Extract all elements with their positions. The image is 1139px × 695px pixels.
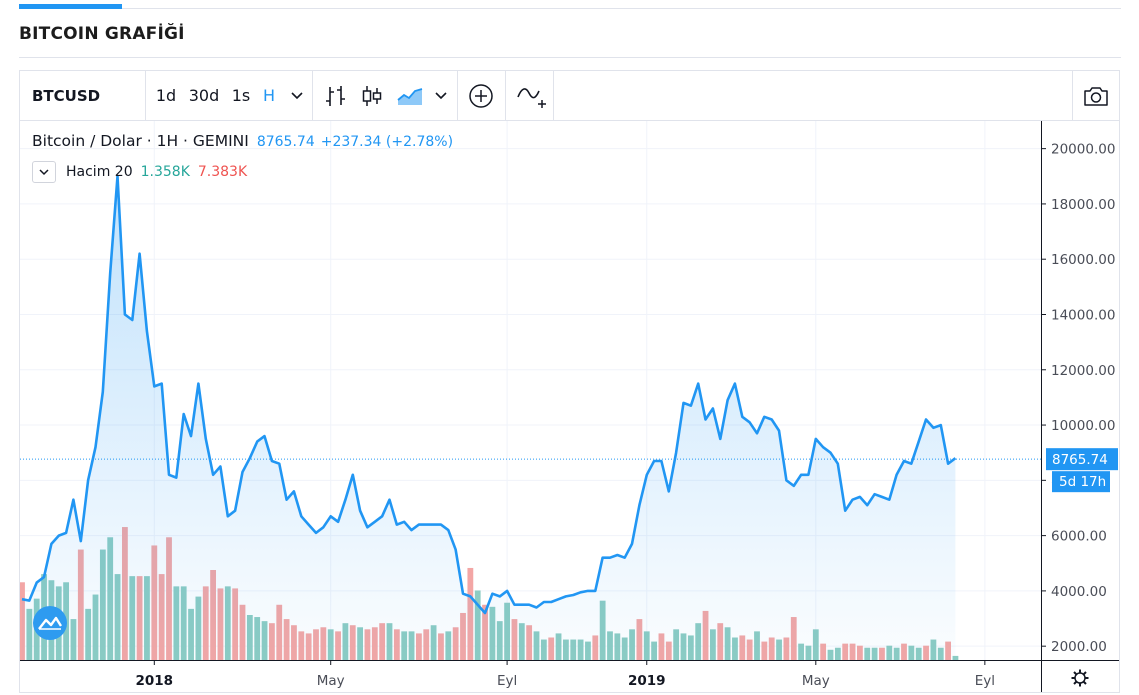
- chevron-down-icon: [435, 91, 447, 99]
- interval-30d-label: 30d: [188, 86, 220, 105]
- toolbar-separator: [145, 71, 146, 120]
- legend-last-price: 8765.74: [256, 134, 315, 150]
- time-axis-label: 2018: [136, 673, 174, 689]
- interval-1s-label: 1s: [231, 86, 251, 105]
- top-divider: [19, 8, 1121, 9]
- bars-icon: [326, 85, 345, 106]
- toolbar-separator: [505, 71, 506, 120]
- title-divider: [19, 57, 1121, 58]
- legend-instrument-row: Bitcoin / Dolar · 1H · GEMINI 8765.74 +237…: [32, 132, 453, 150]
- compare-symbol-button[interactable]: [463, 71, 499, 120]
- toolbar-separator: [553, 71, 554, 120]
- time-axis-label: 2019: [628, 673, 666, 689]
- volume-down-value: 7.383K: [197, 164, 248, 180]
- interval-1s-button[interactable]: 1s: [228, 71, 254, 120]
- interval-30d-button[interactable]: 30d: [186, 71, 222, 120]
- price-axis-label: 6000.00: [1051, 529, 1107, 545]
- countdown-badge: [1052, 471, 1110, 493]
- price-axis-label: 12000.00: [1051, 363, 1115, 379]
- volume-bar: [952, 655, 959, 660]
- volume-indicator-label: Hacim 20: [66, 164, 133, 180]
- indicators-button[interactable]: [511, 71, 551, 120]
- time-axis-label: Eyl: [975, 673, 995, 689]
- time-axis-label: May: [317, 673, 345, 689]
- candles-icon: [362, 85, 382, 106]
- interval-h-label: H: [262, 86, 276, 105]
- logo-icon: [38, 616, 62, 630]
- price-area-fill: [22, 176, 956, 661]
- price-axis-label: 16000.00: [1051, 252, 1115, 268]
- toolbar-separator: [1072, 71, 1073, 120]
- bar-chart-style-button[interactable]: [320, 71, 352, 120]
- price-axis-label: 4000.00: [1051, 584, 1107, 600]
- toolbar-separator: [457, 71, 458, 120]
- area-chart-style-button[interactable]: [394, 71, 426, 120]
- legend-change: +237.34 (+2.78%): [320, 134, 454, 150]
- tradingview-logo[interactable]: [33, 606, 67, 640]
- interval-h-button[interactable]: H: [258, 71, 280, 120]
- chart-toolbar: BTCUSD 1d 30d 1s H: [20, 71, 1119, 121]
- chart-style-dropdown-button[interactable]: [430, 71, 452, 120]
- price-axis-label: 14000.00: [1051, 307, 1115, 323]
- toolbar-separator: [312, 71, 313, 120]
- page-title: BITCOIN GRAFİĞİ: [19, 24, 185, 44]
- time-axis-label: Eyl: [497, 673, 517, 689]
- plus-circle-icon: [469, 83, 493, 108]
- chart-widget: BTCUSD 1d 30d 1s H: [19, 70, 1120, 693]
- countdown-label: 5d 17h: [1059, 474, 1106, 490]
- chevron-down-icon: [291, 91, 303, 99]
- symbol-search-button[interactable]: BTCUSD: [32, 71, 122, 120]
- price-axis-label: 10000.00: [1051, 418, 1115, 434]
- area-chart-icon: [397, 87, 423, 105]
- price-axis-label: 2000.00: [1051, 639, 1107, 655]
- active-tab-indicator: [19, 4, 122, 9]
- interval-1d-button[interactable]: 1d: [152, 71, 180, 120]
- chevron-down-icon: [39, 168, 49, 175]
- chart-settings-gear-icon[interactable]: [1071, 669, 1089, 687]
- price-axis-label: 18000.00: [1051, 197, 1115, 213]
- volume-up-value: 1.358K: [140, 164, 190, 180]
- symbol-label: BTCUSD: [32, 86, 101, 105]
- last-price-label: 8765.74: [1052, 452, 1108, 468]
- price-axis-label: 20000.00: [1051, 142, 1115, 158]
- price-line: [21, 175, 957, 615]
- screenshot-button[interactable]: [1078, 71, 1114, 120]
- legend-instrument: Bitcoin / Dolar · 1H · GEMINI: [32, 132, 249, 150]
- interval-dropdown-button[interactable]: [286, 71, 308, 120]
- legend-collapse-button[interactable]: [32, 161, 56, 183]
- price-chart[interactable]: 2000.004000.006000.008000.0010000.001200…: [20, 71, 1119, 692]
- candle-chart-style-button[interactable]: [356, 71, 388, 120]
- camera-icon: [1084, 86, 1108, 106]
- last-price-badge: [1046, 448, 1118, 471]
- legend-volume-row: Hacim 20 1.358K 7.383K: [32, 161, 247, 183]
- time-axis-label: May: [802, 673, 830, 689]
- interval-1d-label: 1d: [155, 86, 177, 105]
- indicators-icon: [517, 87, 546, 108]
